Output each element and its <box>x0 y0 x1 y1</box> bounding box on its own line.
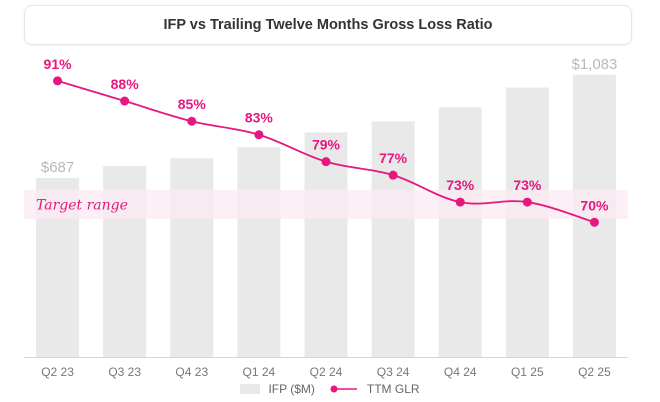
point-ttm-glr <box>589 217 599 227</box>
bar-value-label: $687 <box>41 159 74 176</box>
bar-ifp <box>371 121 415 357</box>
point-value-label: 77% <box>379 150 408 166</box>
legend-bar-swatch-icon <box>240 384 261 394</box>
x-tick-label: Q2 24 <box>310 365 343 379</box>
bar-ifp <box>505 87 549 357</box>
chart-title-box: IFP vs Trailing Twelve Months Gross Loss… <box>24 5 632 45</box>
point-ttm-glr <box>53 76 63 86</box>
point-value-label: 73% <box>513 177 542 193</box>
x-tick-label: Q4 23 <box>175 365 208 379</box>
x-tick-label: Q4 24 <box>444 365 477 379</box>
point-ttm-glr <box>120 96 130 106</box>
point-ttm-glr <box>254 130 264 140</box>
point-value-label: 73% <box>446 177 475 193</box>
legend-line-marker-icon <box>330 385 357 393</box>
point-value-label: 79% <box>312 137 341 153</box>
bar-value-label: $1,083 <box>571 56 617 73</box>
x-tick-label: Q2 23 <box>41 365 74 379</box>
legend-item-ifp[interactable]: IFP ($M) <box>240 382 315 396</box>
legend-item-ttm-glr[interactable]: TTM GLR <box>329 382 420 396</box>
x-tick-label: Q1 25 <box>511 365 544 379</box>
target-range-label: Target range <box>36 197 128 213</box>
point-ttm-glr <box>522 197 532 207</box>
point-value-label: 88% <box>111 76 140 92</box>
x-tick-label: Q2 25 <box>578 365 611 379</box>
point-ttm-glr <box>321 157 331 167</box>
bar-ifp <box>170 158 214 357</box>
x-tick-label: Q3 23 <box>108 365 141 379</box>
x-tick-label: Q1 24 <box>243 365 276 379</box>
point-value-label: 83% <box>245 110 274 126</box>
legend: IFP ($M) TTM GLR <box>0 382 660 396</box>
chart-title: IFP vs Trailing Twelve Months Gross Loss… <box>163 17 493 33</box>
point-ttm-glr <box>187 116 197 126</box>
bar-ifp <box>237 147 281 357</box>
bar-ifp <box>438 107 482 357</box>
point-value-label: 91% <box>44 56 73 72</box>
point-ttm-glr <box>388 170 398 180</box>
point-ttm-glr <box>455 197 465 207</box>
legend-label-ttm-glr: TTM GLR <box>366 382 420 396</box>
x-tick-label: Q3 24 <box>377 365 410 379</box>
point-value-label: 85% <box>178 96 207 112</box>
point-value-label: 70% <box>580 197 609 213</box>
bar-ifp <box>304 132 348 357</box>
legend-label-ifp: IFP ($M) <box>268 382 315 396</box>
